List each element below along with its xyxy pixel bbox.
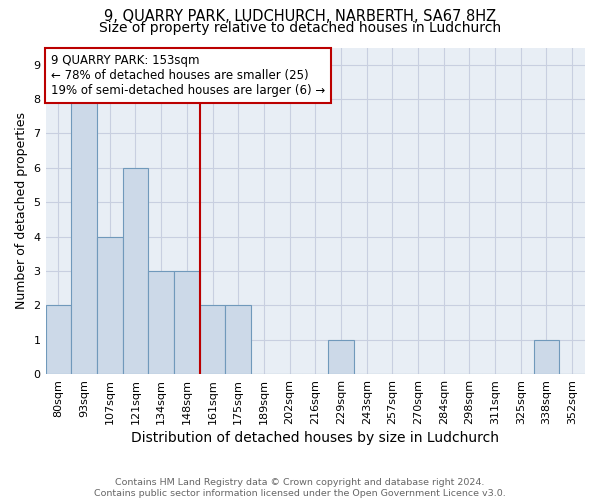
- Bar: [200, 306, 226, 374]
- Y-axis label: Number of detached properties: Number of detached properties: [15, 112, 28, 310]
- Bar: [226, 306, 251, 374]
- Bar: [148, 271, 174, 374]
- Bar: [122, 168, 148, 374]
- Bar: [328, 340, 354, 374]
- Text: Size of property relative to detached houses in Ludchurch: Size of property relative to detached ho…: [99, 21, 501, 35]
- Text: 9 QUARRY PARK: 153sqm
← 78% of detached houses are smaller (25)
19% of semi-deta: 9 QUARRY PARK: 153sqm ← 78% of detached …: [51, 54, 325, 97]
- Text: 9, QUARRY PARK, LUDCHURCH, NARBERTH, SA67 8HZ: 9, QUARRY PARK, LUDCHURCH, NARBERTH, SA6…: [104, 9, 496, 24]
- Bar: [71, 99, 97, 374]
- X-axis label: Distribution of detached houses by size in Ludchurch: Distribution of detached houses by size …: [131, 431, 499, 445]
- Bar: [174, 271, 200, 374]
- Bar: [533, 340, 559, 374]
- Bar: [97, 236, 122, 374]
- Bar: [46, 306, 71, 374]
- Text: Contains HM Land Registry data © Crown copyright and database right 2024.
Contai: Contains HM Land Registry data © Crown c…: [94, 478, 506, 498]
